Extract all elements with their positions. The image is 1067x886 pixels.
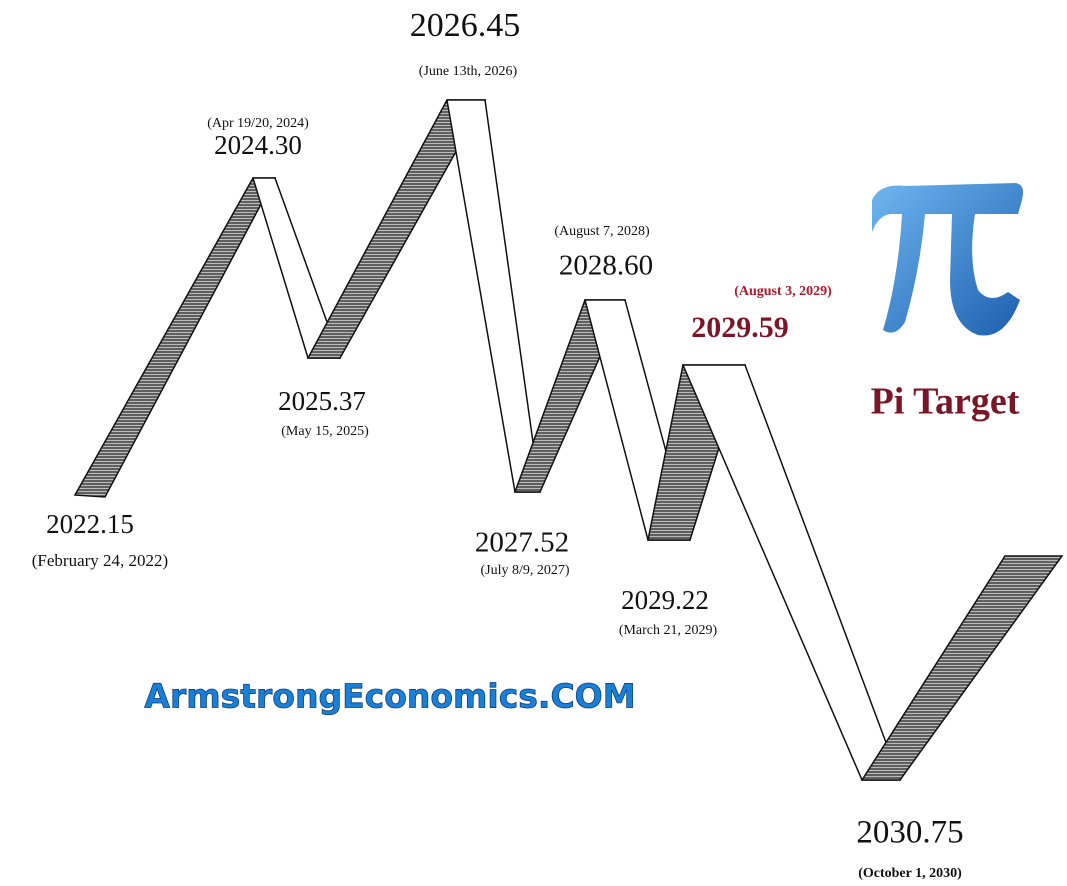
- brand: ArmstrongEconomics.COM: [144, 677, 635, 716]
- node-value: 2024.30: [214, 130, 302, 160]
- pi-logo: [872, 183, 1023, 336]
- node-value: 2025.37: [278, 386, 366, 416]
- node-value: 2027.52: [475, 527, 569, 559]
- diagram: 2022.15 (February 24, 2022) (Apr 19/20, …: [0, 0, 1067, 886]
- ribbon-leg: [75, 178, 275, 497]
- node-value: 2030.75: [856, 815, 963, 851]
- ribbon-leg: [862, 556, 1062, 780]
- pi-symbol: [872, 183, 1023, 336]
- node-date: (July 8/9, 2027): [480, 563, 569, 578]
- ribbon-leg: [447, 100, 540, 492]
- node-value: 2029.22: [621, 585, 709, 615]
- logo-caption: Pi Target: [871, 381, 1020, 423]
- node-date: (June 13th, 2026): [419, 64, 518, 79]
- node-value: 2026.45: [410, 7, 521, 44]
- node-value: 2022.15: [46, 509, 134, 539]
- node-value: 2029.59: [691, 311, 789, 344]
- node-date: (March 21, 2029): [619, 623, 718, 638]
- node-date: (May 15, 2025): [281, 424, 369, 439]
- node-date: (August 7, 2028): [554, 224, 650, 239]
- node-date: (August 3, 2029): [734, 284, 832, 299]
- node-date: (Apr 19/20, 2024): [207, 116, 309, 131]
- node-value: 2028.60: [559, 250, 653, 282]
- node-date: (February 24, 2022): [32, 551, 168, 570]
- ribbon-leg: [683, 365, 900, 780]
- node-date: (October 1, 2030): [858, 866, 962, 881]
